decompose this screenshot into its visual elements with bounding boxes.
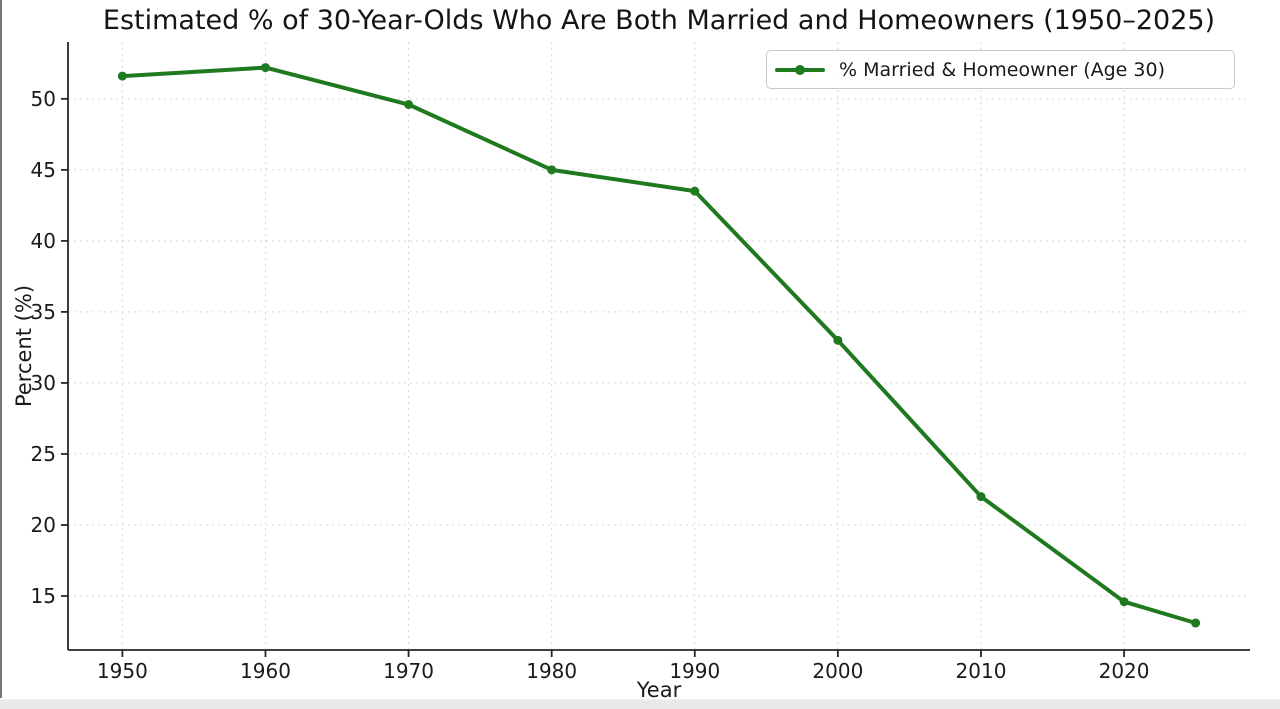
x-tick-label: 2010 [956, 659, 1007, 683]
x-tick-label: 1990 [669, 659, 720, 683]
data-point [976, 492, 986, 502]
data-point [1191, 618, 1201, 628]
y-tick-label: 25 [31, 442, 56, 466]
x-tick-label: 1950 [97, 659, 148, 683]
x-tick-label: 1980 [526, 659, 577, 683]
legend-label: % Married & Homeowner (Age 30) [839, 58, 1165, 81]
data-point [1119, 597, 1129, 607]
data-point [260, 63, 270, 73]
data-line [120, 65, 1198, 626]
y-tick-label: 30 [31, 371, 56, 395]
x-tick-label: 2020 [1099, 659, 1150, 683]
y-tick-label: 50 [31, 87, 56, 111]
x-tick-label: 2000 [812, 659, 863, 683]
data-point [690, 186, 700, 196]
x-tick-label: 1970 [383, 659, 434, 683]
y-tick-label: 40 [31, 229, 56, 253]
data-point [833, 335, 843, 345]
bottom-strip [0, 699, 1280, 709]
chart-title: Estimated % of 30-Year-Olds Who Are Both… [102, 5, 1216, 36]
legend: % Married & Homeowner (Age 30) [766, 50, 1235, 89]
data-point [404, 100, 414, 110]
left-edge-border [0, 0, 2, 698]
y-tick-label: 35 [31, 300, 56, 324]
y-tick-label: 20 [31, 513, 56, 537]
legend-marker-dot [795, 64, 805, 75]
y-tick-label: 45 [31, 158, 56, 182]
data-point [547, 165, 557, 175]
x-axis-label: Year [636, 678, 682, 702]
y-tick-label: 15 [31, 584, 56, 608]
data-point [117, 71, 127, 81]
legend-line-swatch [775, 64, 825, 75]
x-tick-label: 1960 [240, 659, 291, 683]
